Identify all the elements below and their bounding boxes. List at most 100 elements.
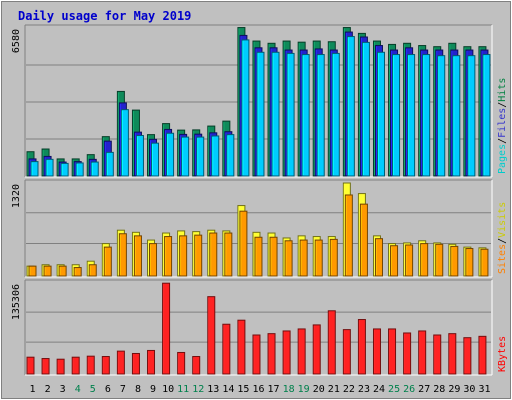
bar-sites-day-26 bbox=[405, 244, 414, 277]
bar-kbytes-day-23 bbox=[357, 319, 366, 375]
bar-kbytes-day-3 bbox=[56, 358, 65, 375]
bar-pages-day-22 bbox=[346, 36, 355, 177]
series-kbytes bbox=[26, 282, 487, 375]
legend-entry: Hits bbox=[497, 78, 508, 102]
bar-sites-day-6 bbox=[103, 246, 112, 277]
bar-sites-day-13 bbox=[209, 232, 218, 277]
x-tick-label: 31 bbox=[478, 384, 490, 395]
x-tick-label: 7 bbox=[120, 384, 126, 395]
panel-middle: 1320 Sites/Visits bbox=[11, 179, 508, 278]
bar-sites-day-23 bbox=[359, 203, 368, 277]
x-tick-label: 4 bbox=[75, 384, 81, 395]
x-tick-label: 18 bbox=[283, 384, 295, 395]
bar-kbytes-day-31 bbox=[478, 335, 487, 375]
x-tick-label: 9 bbox=[150, 384, 156, 395]
bar-sites-day-3 bbox=[58, 265, 67, 277]
bar-pages-day-8 bbox=[135, 135, 144, 177]
bar-sites-day-16 bbox=[254, 236, 263, 277]
x-tick-label: 11 bbox=[177, 384, 189, 395]
bar-kbytes-day-2 bbox=[41, 358, 50, 375]
bar-kbytes-day-4 bbox=[71, 356, 80, 375]
x-tick-label: 22 bbox=[343, 384, 355, 395]
bar-sites-day-24 bbox=[374, 238, 383, 277]
bar-kbytes-day-5 bbox=[86, 355, 95, 375]
bar-pages-day-12 bbox=[196, 136, 205, 177]
bar-pages-day-27 bbox=[422, 54, 431, 177]
bar-pages-day-25 bbox=[392, 54, 401, 177]
bar-sites-day-14 bbox=[224, 232, 233, 277]
legend-entry: Visits bbox=[497, 202, 508, 238]
bar-sites-day-5 bbox=[88, 264, 97, 277]
x-tick-label: 25 bbox=[388, 384, 400, 395]
chart-title: Daily usage for May 2019 bbox=[18, 9, 191, 23]
panel-legend: Pages/Files/Hits bbox=[497, 78, 508, 174]
bar-pages-day-18 bbox=[286, 52, 295, 177]
legend-entry: / bbox=[497, 238, 508, 244]
x-tick-label: 13 bbox=[207, 384, 219, 395]
bar-sites-day-30 bbox=[465, 248, 474, 277]
legend-entry: Sites bbox=[497, 244, 508, 274]
x-tick-label: 26 bbox=[403, 384, 415, 395]
bar-kbytes-day-30 bbox=[463, 337, 472, 375]
bar-kbytes-day-26 bbox=[403, 332, 412, 375]
x-tick-label: 5 bbox=[90, 384, 96, 395]
x-tick-label: 20 bbox=[313, 384, 325, 395]
bar-pages-day-10 bbox=[166, 132, 175, 177]
panel-top: 6580 Pages/Files/Hits bbox=[11, 24, 508, 178]
panel-bottom: 135306 KBytes bbox=[11, 279, 508, 376]
x-tick-label: 28 bbox=[433, 384, 445, 395]
x-tick-label: 8 bbox=[135, 384, 141, 395]
bar-sites-day-9 bbox=[149, 243, 158, 277]
bar-sites-day-29 bbox=[450, 245, 459, 277]
x-tick-label: 27 bbox=[418, 384, 430, 395]
bar-sites-day-20 bbox=[314, 239, 323, 277]
bar-pages-day-31 bbox=[482, 54, 491, 177]
bar-kbytes-day-28 bbox=[433, 334, 442, 375]
bar-kbytes-day-17 bbox=[267, 333, 276, 375]
legend-entry: Files bbox=[497, 108, 508, 138]
x-tick-label: 24 bbox=[373, 384, 385, 395]
panel-legend: Sites/Visits bbox=[497, 202, 508, 274]
bar-pages-day-21 bbox=[331, 52, 340, 177]
bar-sites-day-28 bbox=[435, 243, 444, 277]
bar-pages-day-23 bbox=[361, 41, 370, 177]
panel-legend: KBytes bbox=[497, 336, 508, 372]
legend-entry: / bbox=[497, 102, 508, 108]
bar-pages-day-2 bbox=[45, 158, 54, 177]
bar-sites-day-10 bbox=[164, 236, 173, 277]
bar-pages-day-29 bbox=[452, 55, 461, 177]
bar-pages-day-26 bbox=[407, 54, 416, 177]
bar-sites-day-12 bbox=[194, 234, 203, 277]
bar-pages-day-19 bbox=[301, 54, 310, 177]
x-tick-label: 6 bbox=[105, 384, 111, 395]
bar-kbytes-day-7 bbox=[116, 350, 125, 375]
bar-sites-day-15 bbox=[239, 210, 248, 277]
bar-pages-day-1 bbox=[30, 161, 39, 177]
bar-kbytes-day-12 bbox=[192, 356, 201, 375]
bar-kbytes-day-1 bbox=[26, 356, 35, 375]
x-tick-label: 29 bbox=[448, 384, 460, 395]
bar-sites-day-1 bbox=[28, 265, 37, 277]
bar-pages-day-14 bbox=[226, 134, 235, 177]
bar-sites-day-27 bbox=[420, 243, 429, 277]
bar-pages-day-15 bbox=[241, 39, 250, 177]
x-tick-label: 10 bbox=[162, 384, 174, 395]
x-tick-label: 1 bbox=[30, 384, 36, 395]
bar-kbytes-day-22 bbox=[342, 329, 351, 375]
bar-kbytes-day-11 bbox=[177, 351, 186, 375]
panel-max-label: 1320 bbox=[11, 184, 22, 208]
bar-pages-day-11 bbox=[181, 136, 190, 177]
bar-pages-day-20 bbox=[316, 54, 325, 177]
bar-sites-day-25 bbox=[390, 245, 399, 277]
bar-sites-day-17 bbox=[269, 236, 278, 277]
panel-max-label: 135306 bbox=[11, 284, 22, 320]
panel-max-label: 6580 bbox=[11, 29, 22, 53]
bar-kbytes-day-15 bbox=[237, 319, 246, 375]
bar-kbytes-day-13 bbox=[207, 296, 216, 375]
bar-pages-day-5 bbox=[90, 161, 99, 177]
bar-kbytes-day-6 bbox=[101, 356, 110, 375]
bar-pages-day-30 bbox=[467, 55, 476, 177]
